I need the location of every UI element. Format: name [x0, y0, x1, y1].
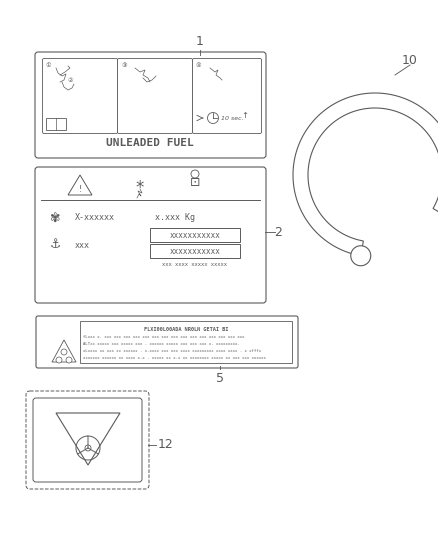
- Circle shape: [66, 357, 72, 363]
- Bar: [150, 244, 240, 258]
- Text: FLXI00L00ADA NR0LN GETAI BI: FLXI00L00ADA NR0LN GETAI BI: [144, 327, 228, 332]
- Text: ALTxx xxxxx xxx xxxxx xxx . xxxxxx xxxxx xxx xxx xxx x. xxxxxxxxx.: ALTxx xxxxx xxx xxxxx xxx . xxxxxx xxxxx…: [83, 342, 240, 346]
- Text: ①: ①: [46, 63, 52, 68]
- Text: ⊡: ⊡: [190, 175, 200, 189]
- FancyBboxPatch shape: [35, 167, 266, 303]
- Bar: [150, 228, 240, 242]
- FancyBboxPatch shape: [26, 391, 149, 489]
- Text: 10: 10: [402, 53, 418, 67]
- Bar: [80, 321, 292, 363]
- FancyBboxPatch shape: [35, 52, 266, 158]
- Text: !: !: [78, 185, 81, 195]
- Bar: [46, 118, 66, 130]
- Text: *: *: [136, 179, 144, 197]
- Text: UNLEADED FUEL: UNLEADED FUEL: [106, 138, 194, 148]
- Text: ②: ②: [68, 78, 74, 83]
- Circle shape: [351, 246, 371, 266]
- Text: ⚓: ⚓: [49, 238, 60, 252]
- FancyBboxPatch shape: [33, 398, 142, 482]
- Text: xxx xxxx xxxxx xxxxx: xxx xxxx xxxxx xxxxx: [162, 262, 227, 266]
- Circle shape: [85, 445, 91, 451]
- Text: xxxxxxx xxxxxx xx xxxx x.x . xxxxx xx x.x xx xxxxxxxx xxxxx xx xxx xxx xxxxxx: xxxxxxx xxxxxx xx xxxx x.x . xxxxx xx x.…: [83, 356, 266, 360]
- Text: xxxxxxxxxxx: xxxxxxxxxxx: [170, 230, 220, 239]
- Circle shape: [56, 357, 62, 363]
- Text: 1: 1: [196, 35, 204, 48]
- FancyBboxPatch shape: [192, 59, 261, 133]
- Text: 5: 5: [216, 372, 224, 385]
- Text: ↑: ↑: [241, 111, 248, 120]
- Text: fLxxx x. xxx xxx xxx xxx xxx xxx xxx xxx xxx xxx xxx xxx xxx xxx xxx: fLxxx x. xxx xxx xxx xxx xxx xxx xxx xxx…: [83, 335, 244, 339]
- Circle shape: [191, 170, 199, 178]
- FancyBboxPatch shape: [42, 59, 117, 133]
- Circle shape: [208, 112, 219, 124]
- Text: ✾: ✾: [50, 212, 60, 224]
- Text: xxx: xxx: [75, 240, 90, 249]
- Text: X-xxxxxx: X-xxxxxx: [75, 214, 115, 222]
- FancyBboxPatch shape: [36, 316, 298, 368]
- Text: 10 sec.: 10 sec.: [221, 116, 244, 120]
- Text: 12: 12: [158, 439, 174, 451]
- FancyBboxPatch shape: [117, 59, 192, 133]
- Text: xLxxxx xx xxx xx xxxxxx . x.xxxx xxx xxx xxxx xxxxxxxxx xxxx xxxx . x xfffx: xLxxxx xx xxx xx xxxxxx . x.xxxx xxx xxx…: [83, 349, 261, 353]
- Text: ④: ④: [196, 63, 201, 68]
- Text: x.xxx Kg: x.xxx Kg: [155, 214, 195, 222]
- Text: ③: ③: [121, 63, 127, 68]
- Text: 2: 2: [274, 225, 282, 238]
- Text: xxxxxxxxxxx: xxxxxxxxxxx: [170, 246, 220, 255]
- Circle shape: [61, 349, 67, 355]
